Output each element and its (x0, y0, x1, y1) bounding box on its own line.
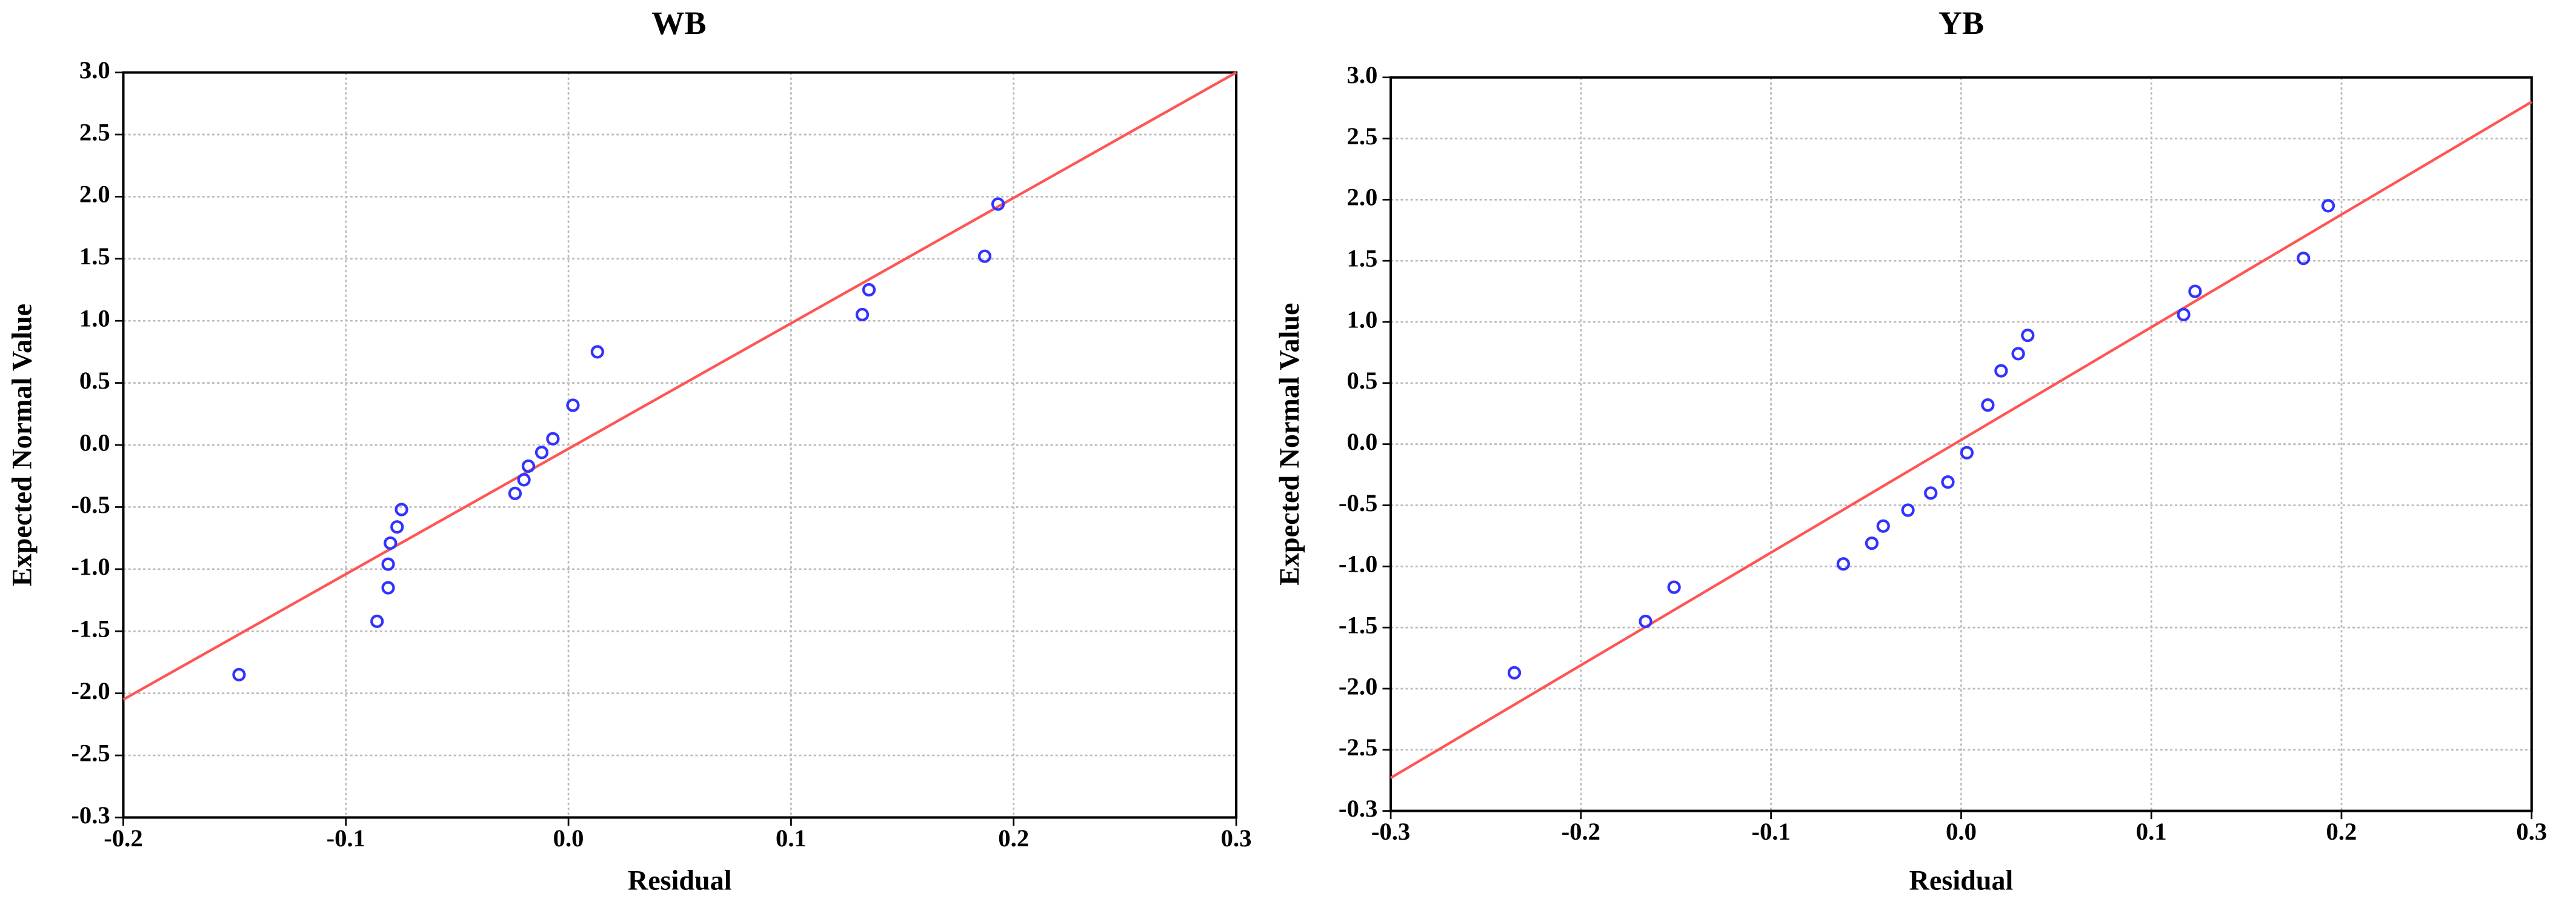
y-tick-label: 1.5 (79, 242, 110, 270)
x-tick-label: -0.1 (327, 824, 365, 852)
y-axis-title: Expected Normal Value (1274, 303, 1305, 586)
chart-title: YB (1939, 5, 1984, 41)
y-tick-label: 2.5 (79, 118, 110, 145)
point (590, 345, 604, 359)
x-axis-title: Residual (1909, 865, 2014, 896)
point (855, 307, 870, 322)
x-tick-label: 0.1 (2136, 818, 2167, 845)
plot-frame (122, 71, 1238, 819)
point (1876, 519, 1890, 533)
x-tick-label: 0.3 (2516, 818, 2547, 845)
y-tick-label: 0.5 (1346, 367, 1377, 394)
y-tick-label: -2.0 (1339, 672, 1377, 700)
y-tick-label: -2.5 (1339, 734, 1377, 761)
point (546, 432, 560, 446)
y-tick-label: 3.0 (1346, 61, 1377, 89)
point (1901, 503, 1915, 517)
y-tick-label: 0.0 (79, 429, 110, 456)
point (2297, 252, 2311, 266)
point (381, 581, 395, 595)
y-tick-label: 0.0 (1346, 428, 1377, 455)
point (566, 398, 580, 412)
point (1994, 364, 2008, 378)
x-tick-label: 0.1 (776, 824, 807, 852)
y-tick-label: -2.0 (71, 677, 110, 704)
y-tick-label: 1.0 (1346, 306, 1377, 333)
point (394, 503, 408, 517)
y-tick-label: -1.5 (71, 615, 110, 643)
x-axis-title: Residual (628, 865, 732, 896)
y-tick-label: 2.5 (1346, 122, 1377, 150)
plot-frame (1390, 76, 2533, 812)
y-tick-label: -2.5 (71, 739, 110, 766)
fit-line (1390, 101, 2532, 780)
y-tick-label: -1.5 (1339, 611, 1377, 638)
point (384, 536, 398, 550)
point (1836, 557, 1850, 571)
y-tick-label: 2.0 (1346, 184, 1377, 211)
y-tick-label: 3.0 (79, 56, 110, 84)
x-tick-label: 0.3 (1221, 824, 1252, 852)
point (977, 249, 992, 263)
y-tick-label: -0.3 (71, 801, 110, 829)
y-tick-label: 2.0 (79, 181, 110, 208)
point (534, 446, 549, 460)
point (1865, 536, 1879, 550)
point (1941, 475, 1955, 489)
x-tick-label: 0.2 (2326, 818, 2357, 845)
point (2321, 199, 2335, 213)
point (1639, 614, 1652, 629)
point (381, 557, 395, 571)
point (2177, 307, 2191, 322)
x-tick-label: -0.2 (1562, 818, 1600, 845)
point (2011, 347, 2025, 361)
chart-title: WB (651, 5, 706, 41)
y-tick-label: 0.5 (79, 367, 110, 394)
fit-line (122, 71, 1237, 701)
point (517, 473, 531, 487)
point (2188, 284, 2202, 298)
y-tick-label: -0.3 (1339, 795, 1377, 822)
y-tick-label: -1.0 (1339, 550, 1377, 578)
point (991, 197, 1005, 211)
y-axis-title: Expected Normal Value (6, 304, 37, 586)
y-tick-label: -1.0 (71, 553, 110, 580)
point (1924, 486, 1938, 500)
y-tick-label: -0.5 (1339, 489, 1377, 517)
point (1507, 666, 1522, 680)
point (1960, 446, 1974, 460)
y-tick-label: -0.5 (71, 491, 110, 518)
x-tick-label: -0.3 (1371, 818, 1410, 845)
point (232, 667, 246, 682)
x-tick-label: 0.2 (998, 824, 1029, 852)
x-tick-label: -0.2 (104, 824, 142, 852)
point (1667, 580, 1681, 594)
point (2021, 329, 2035, 343)
point (862, 283, 876, 297)
x-tick-label: -0.1 (1751, 818, 1790, 845)
point (1981, 398, 1995, 412)
x-tick-label: 0.0 (1946, 818, 1977, 845)
point (508, 486, 522, 501)
y-tick-label: 1.5 (1346, 245, 1377, 272)
point (390, 520, 404, 534)
y-tick-label: 1.0 (79, 305, 110, 332)
x-tick-label: 0.0 (553, 824, 584, 852)
point (370, 614, 384, 628)
point (521, 459, 536, 473)
